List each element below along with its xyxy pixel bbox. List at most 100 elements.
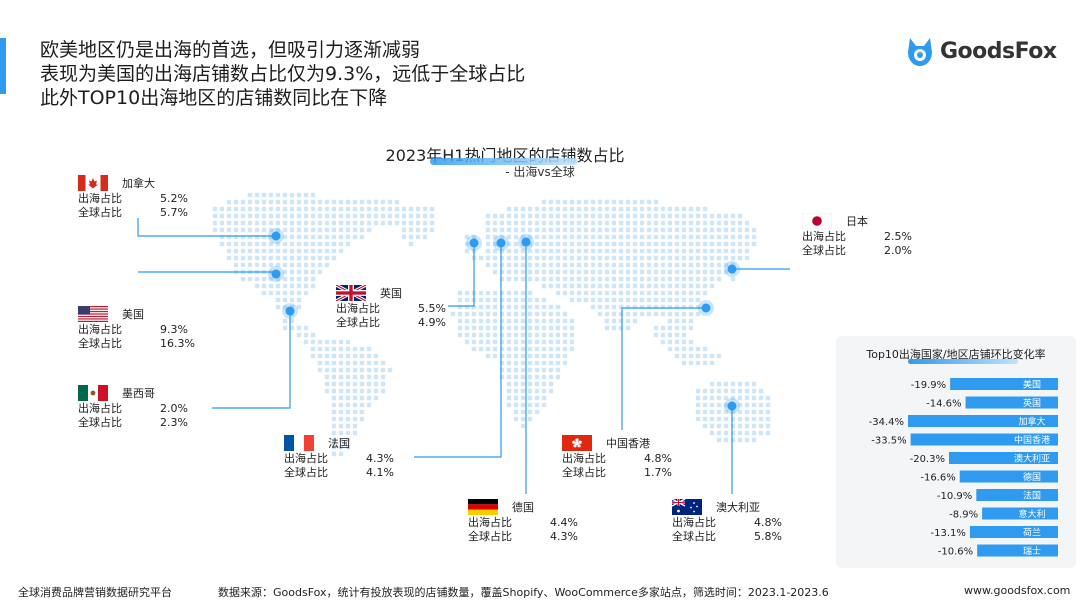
map-dot <box>317 255 323 261</box>
map-dot <box>219 227 225 233</box>
map-dot <box>639 290 645 296</box>
map-dot <box>562 360 568 366</box>
map-dot <box>632 199 638 205</box>
map-dot <box>345 360 351 366</box>
map-dot <box>688 234 694 240</box>
map-dot <box>303 234 309 240</box>
map-dot <box>597 304 603 310</box>
map-dot <box>471 325 477 331</box>
map-dot <box>702 416 708 422</box>
map-dot <box>261 227 267 233</box>
map-dot <box>520 353 526 359</box>
map-dot <box>401 227 407 233</box>
map-dot <box>611 283 617 289</box>
region-name: 中国香港 <box>606 437 650 450</box>
region-marker <box>271 269 281 279</box>
map-dot <box>639 199 645 205</box>
map-dot <box>359 353 365 359</box>
map-dot <box>352 423 358 429</box>
map-dot <box>723 241 729 247</box>
map-dot <box>667 206 673 212</box>
map-dot <box>702 241 708 247</box>
map-dot <box>618 206 624 212</box>
map-dot <box>611 311 617 317</box>
map-dot <box>611 199 617 205</box>
overseas-share-value: 2.5% <box>884 230 912 243</box>
map-dot <box>646 213 652 219</box>
map-dot <box>464 318 470 324</box>
map-dot <box>688 318 694 324</box>
map-dot <box>548 304 554 310</box>
map-dot <box>338 409 344 415</box>
map-dot <box>639 311 645 317</box>
region-marker <box>285 306 295 316</box>
map-dot <box>527 388 533 394</box>
map-dot <box>625 248 631 254</box>
map-dot <box>506 374 512 380</box>
map-dot <box>744 381 750 387</box>
map-dot <box>226 248 232 254</box>
map-dot <box>324 227 330 233</box>
map-dot <box>744 234 750 240</box>
map-dot <box>366 213 372 219</box>
map-dot <box>352 360 358 366</box>
map-dot <box>737 241 743 247</box>
map-dot <box>681 206 687 212</box>
map-dot <box>520 290 526 296</box>
map-dot <box>674 227 680 233</box>
region-name: 英国 <box>380 287 402 300</box>
map-dot <box>520 248 526 254</box>
headline-line-3: 此外TOP10出海地区的店铺数同比在下降 <box>40 87 388 109</box>
map-dot <box>492 346 498 352</box>
map-dot <box>723 255 729 261</box>
map-dot <box>520 423 526 429</box>
map-dot <box>667 227 673 233</box>
map-dot <box>541 332 547 338</box>
region-name: 日本 <box>846 215 868 228</box>
map-dot <box>506 269 512 275</box>
map-dot <box>520 395 526 401</box>
map-dot <box>324 213 330 219</box>
map-dot <box>765 395 771 401</box>
change-rate-bar <box>976 489 1058 501</box>
map-dot <box>219 241 225 247</box>
map-dot <box>380 213 386 219</box>
change-rate-bar <box>950 378 1058 390</box>
map-dot <box>338 451 344 457</box>
map-dot <box>667 276 673 282</box>
footer-url[interactable]: www.goodsfox.com <box>964 584 1071 597</box>
map-dot <box>681 353 687 359</box>
map-dot <box>632 255 638 261</box>
map-dot <box>282 241 288 247</box>
map-dot <box>695 409 701 415</box>
map-dot <box>296 220 302 226</box>
map-dot <box>478 255 484 261</box>
map-dot <box>352 213 358 219</box>
global-share-value: 4.1% <box>366 466 394 479</box>
map-dot <box>653 213 659 219</box>
map-dot <box>338 199 344 205</box>
map-dot <box>555 213 561 219</box>
map-dot <box>681 346 687 352</box>
map-dot <box>310 220 316 226</box>
map-dot <box>520 213 526 219</box>
map-dot <box>751 423 757 429</box>
map-dot <box>534 311 540 317</box>
map-dot <box>653 311 659 317</box>
map-dot <box>765 409 771 415</box>
map-dot <box>527 409 533 415</box>
map-dot <box>492 290 498 296</box>
global-share-value: 2.0% <box>884 244 912 257</box>
map-dot <box>541 395 547 401</box>
map-dot <box>429 220 435 226</box>
us-flag-icon <box>78 306 108 322</box>
map-dot <box>548 318 554 324</box>
map-dot <box>296 325 302 331</box>
map-dot <box>688 248 694 254</box>
map-dot <box>548 353 554 359</box>
map-dot <box>583 241 589 247</box>
map-dot <box>254 206 260 212</box>
map-dot <box>555 255 561 261</box>
map-dot <box>464 234 470 240</box>
map-dot <box>380 381 386 387</box>
